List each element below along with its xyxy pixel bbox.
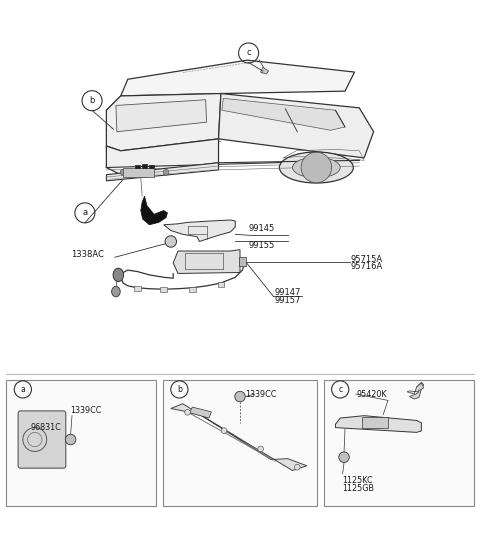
Polygon shape [141, 196, 168, 225]
Ellipse shape [113, 268, 123, 282]
Text: 95420K: 95420K [357, 390, 387, 399]
Polygon shape [164, 220, 235, 241]
Bar [362, 417, 388, 428]
Bar [134, 286, 141, 290]
Polygon shape [261, 67, 269, 74]
Polygon shape [336, 416, 421, 432]
Polygon shape [222, 98, 345, 130]
Polygon shape [116, 100, 206, 132]
Polygon shape [107, 94, 221, 151]
Bar [239, 257, 246, 266]
Polygon shape [407, 383, 424, 394]
Polygon shape [173, 250, 240, 274]
Ellipse shape [112, 286, 120, 297]
Text: c: c [246, 49, 251, 57]
Text: 99157: 99157 [275, 296, 301, 305]
Ellipse shape [292, 158, 340, 178]
Text: a: a [21, 385, 25, 394]
Circle shape [339, 452, 349, 463]
Text: 95715A: 95715A [351, 255, 383, 264]
Text: 1338AC: 1338AC [71, 250, 104, 259]
Bar [217, 282, 224, 287]
Text: 1339CC: 1339CC [245, 390, 276, 399]
Bar [163, 380, 317, 506]
Polygon shape [120, 60, 355, 96]
Circle shape [134, 169, 140, 175]
Text: b: b [89, 96, 95, 105]
Circle shape [258, 446, 264, 452]
Circle shape [301, 152, 332, 183]
Circle shape [149, 169, 155, 175]
Text: 1125GB: 1125GB [343, 484, 374, 493]
Bar [135, 165, 140, 168]
Text: b: b [177, 385, 182, 394]
Text: a: a [83, 208, 87, 217]
Circle shape [163, 169, 169, 175]
Circle shape [294, 464, 300, 470]
Polygon shape [218, 94, 373, 158]
Bar [149, 165, 154, 168]
Circle shape [65, 434, 76, 445]
Text: 99147: 99147 [275, 288, 301, 297]
Text: 1339CC: 1339CC [71, 407, 102, 415]
Bar [123, 168, 154, 177]
Polygon shape [409, 382, 424, 399]
Polygon shape [190, 407, 211, 418]
Text: c: c [338, 385, 342, 394]
Bar [324, 380, 474, 506]
Polygon shape [107, 139, 218, 174]
Polygon shape [171, 404, 307, 470]
Circle shape [185, 409, 191, 415]
Polygon shape [107, 163, 218, 181]
Circle shape [165, 236, 177, 247]
Bar [160, 287, 167, 292]
Text: 95716A: 95716A [351, 262, 383, 271]
FancyBboxPatch shape [18, 411, 66, 468]
Circle shape [235, 391, 245, 402]
Text: 99155: 99155 [249, 241, 275, 250]
Bar [142, 164, 147, 167]
Ellipse shape [279, 152, 353, 183]
Circle shape [120, 169, 126, 175]
Bar [6, 380, 156, 506]
Text: 96831C: 96831C [30, 423, 61, 432]
Text: 1125KC: 1125KC [343, 476, 373, 485]
Bar [189, 287, 196, 292]
Text: 99145: 99145 [249, 225, 275, 233]
Circle shape [221, 428, 227, 433]
